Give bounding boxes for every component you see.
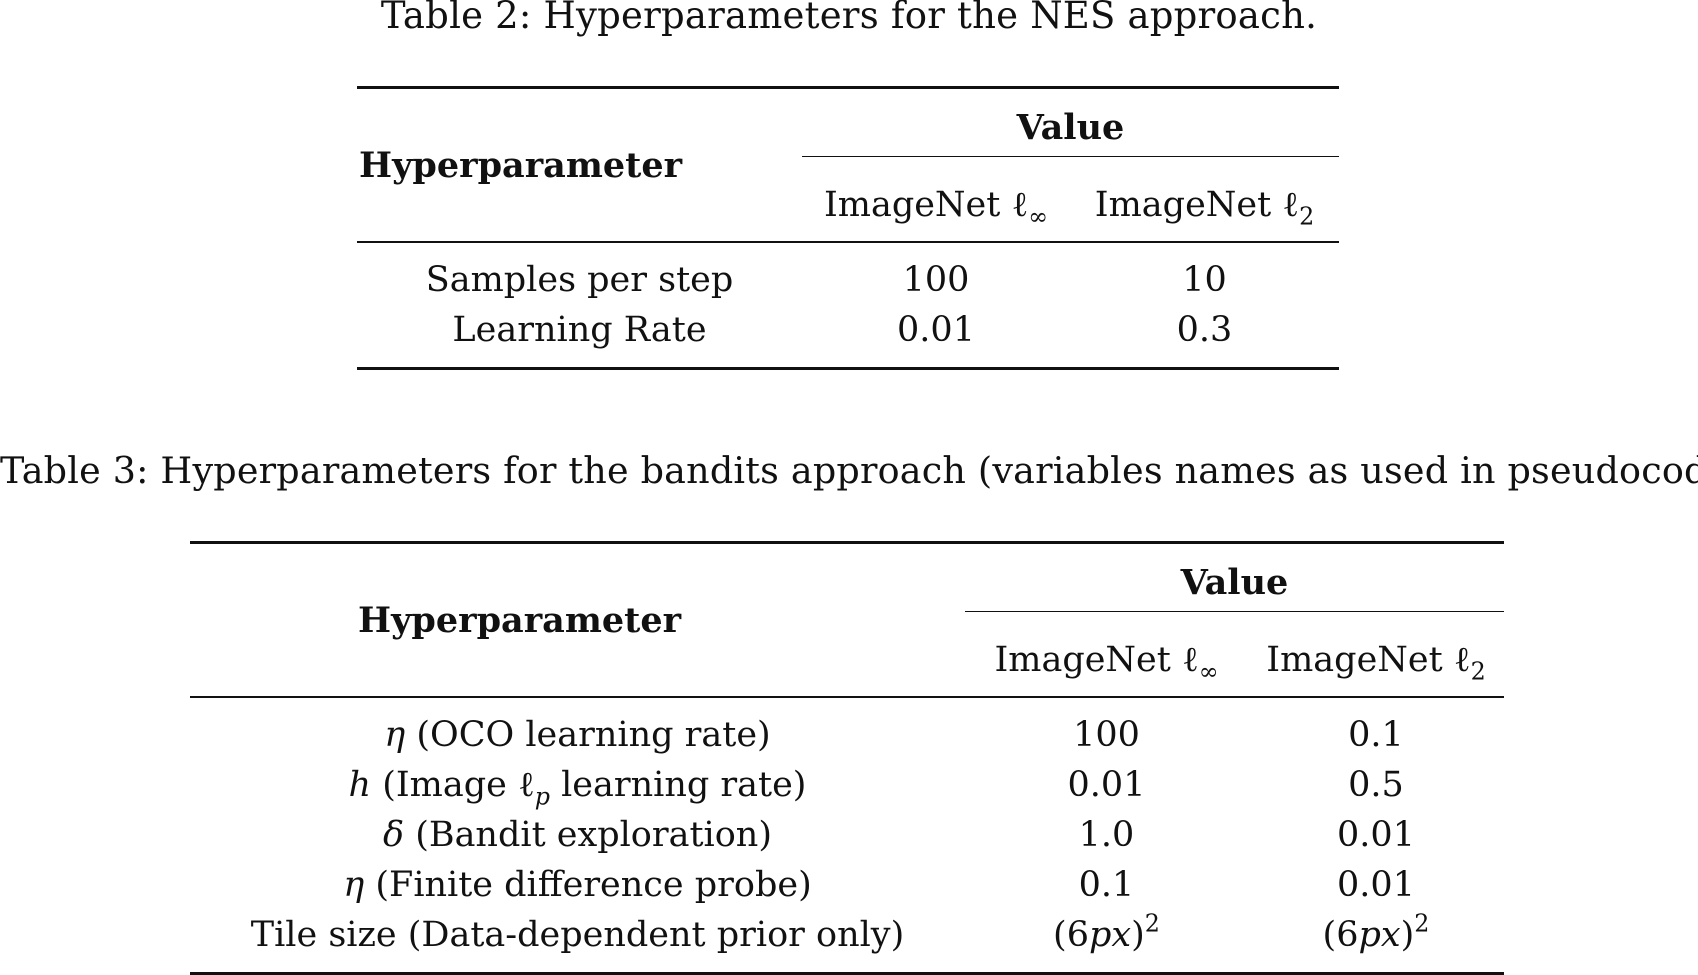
cell-value: 0.5 bbox=[1348, 765, 1404, 805]
cell-value: 0.1 bbox=[1078, 865, 1135, 905]
cell-value: (6px)2 bbox=[965, 910, 1248, 975]
table-2-caption: Table 2: Hyperparameters for the NES app… bbox=[380, 0, 1318, 37]
column-imagenet-linf: ImageNet ℓ∞ bbox=[994, 640, 1219, 686]
cell-value: 100 bbox=[965, 696, 1248, 760]
cell-value: 0.3 bbox=[1070, 305, 1339, 370]
header-value: Value bbox=[965, 541, 1504, 624]
column-imagenet-l2: ImageNet ℓ2 bbox=[1094, 185, 1315, 231]
cell-value: 10 bbox=[1070, 241, 1339, 305]
table-3-caption: Table 3: Hyperparameters for the bandits… bbox=[0, 449, 1698, 492]
table-2-nes-hyperparameters: Hyperparameter Value ImageNet ℓ∞ ImageNe… bbox=[357, 86, 1339, 370]
cell-value: 100 bbox=[802, 241, 1070, 305]
table-3-bandits-hyperparameters: Hyperparameter Value ImageNet ℓ∞ ImageNe… bbox=[190, 541, 1504, 975]
cell-value: 0.01 bbox=[802, 305, 1070, 370]
row-param: Samples per step bbox=[357, 241, 802, 305]
header-value: Value bbox=[802, 86, 1339, 169]
cell-value: 1.0 bbox=[1078, 815, 1135, 855]
row-param: δ (Bandit exploration) bbox=[382, 815, 773, 855]
column-imagenet-l2: ImageNet ℓ2 bbox=[1266, 640, 1486, 686]
row-param: η (Finite difference probe) bbox=[343, 865, 812, 905]
cell-value: 0.01 bbox=[1067, 765, 1146, 805]
row-param: Tile size (Data-dependent prior only) bbox=[190, 910, 965, 975]
cell-value: (6px)2 bbox=[1248, 910, 1504, 975]
header-hyperparameter: Hyperparameter bbox=[190, 541, 965, 697]
row-param: Learning Rate bbox=[357, 305, 802, 370]
cell-value: 0.1 bbox=[1248, 696, 1504, 760]
row-param: η (OCO learning rate) bbox=[190, 696, 965, 760]
cell-value: 0.01 bbox=[1337, 815, 1415, 855]
column-imagenet-linf: ImageNet ℓ∞ bbox=[823, 185, 1049, 231]
row-param: h (Image ℓp learning rate) bbox=[348, 765, 807, 811]
header-hyperparameter: Hyperparameter bbox=[357, 86, 802, 242]
cell-value: 0.01 bbox=[1337, 865, 1415, 905]
